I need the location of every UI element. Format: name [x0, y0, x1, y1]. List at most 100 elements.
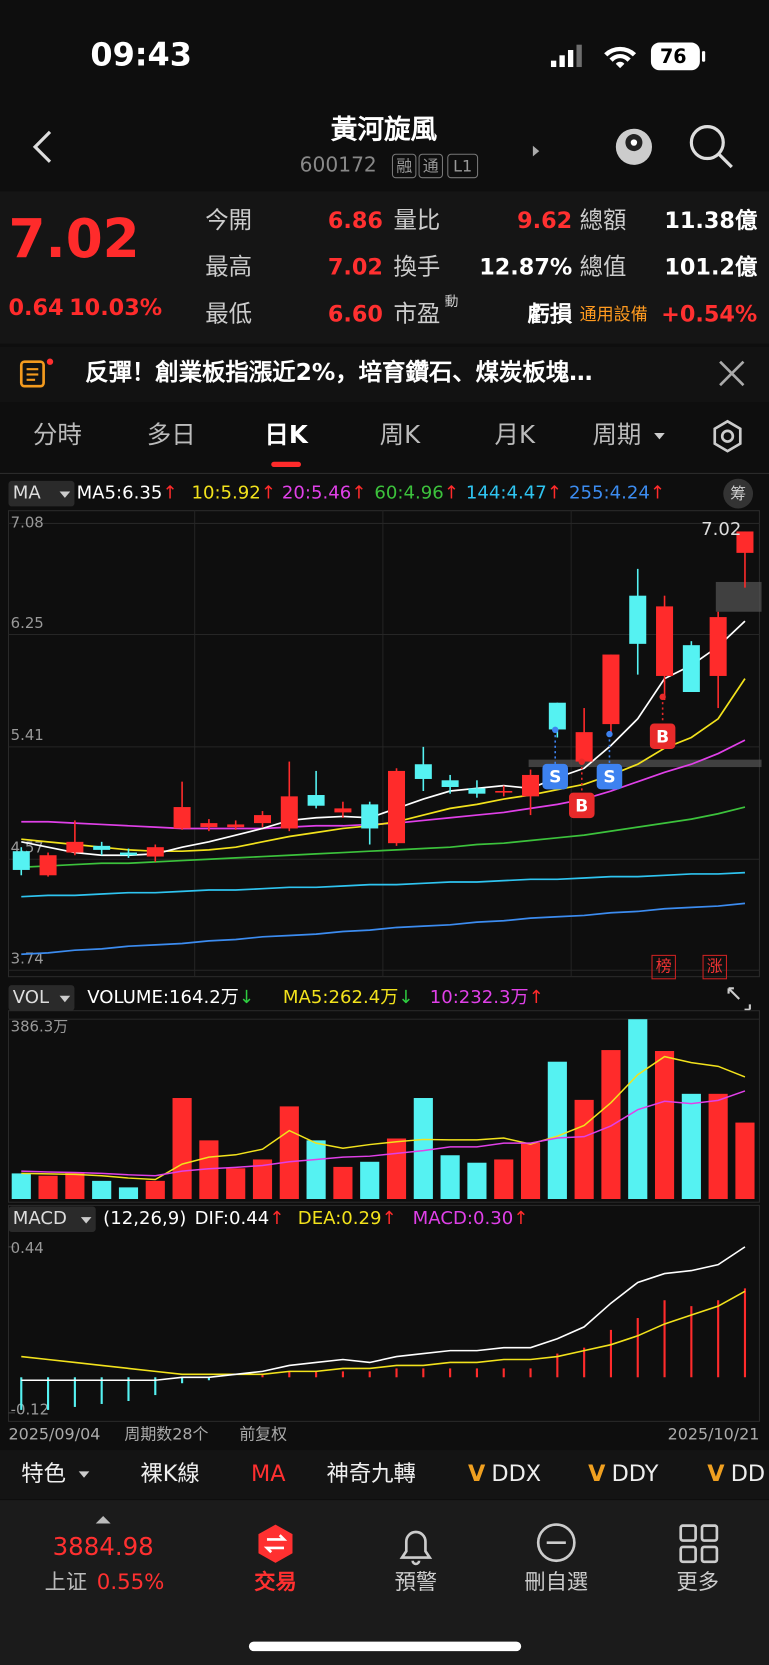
- volume-bar: [279, 1106, 299, 1200]
- settings-icon[interactable]: [713, 419, 742, 453]
- volume-bar: [547, 1061, 567, 1200]
- field-value: 101.2億: [664, 255, 758, 281]
- index-arrow: [95, 1516, 111, 1524]
- indicator-name[interactable]: MACD: [13, 1208, 67, 1229]
- expand-icon[interactable]: [727, 987, 751, 1011]
- indicator-line: [21, 620, 746, 857]
- chip-button[interactable]: [723, 478, 754, 509]
- field-value: 7.02: [328, 255, 383, 281]
- field-label: 今開: [205, 206, 252, 234]
- nav-icon: [679, 1524, 697, 1542]
- field-label: 最低: [205, 299, 252, 327]
- field-value: 12.87%: [479, 255, 572, 281]
- nav-tab[interactable]: 刪自選: [524, 1570, 588, 1595]
- volume-bar: [574, 1099, 594, 1200]
- field-value: 9.62: [517, 208, 572, 234]
- period-count: 周期数28个: [124, 1425, 208, 1444]
- y-tick-label: -0.12: [11, 1401, 49, 1419]
- marker-label: B: [575, 796, 588, 816]
- legend-arrow: ↑: [269, 1208, 284, 1229]
- tab-underline: [271, 461, 302, 468]
- field-label: 換手: [394, 253, 441, 281]
- y-tick-label: 5.41: [11, 726, 44, 744]
- tab[interactable]: 日K: [264, 420, 308, 449]
- settings-icon-dot: [720, 429, 735, 443]
- volume-bar: [467, 1162, 487, 1200]
- legend-item: MA5:6.35↑: [77, 483, 178, 504]
- news-close[interactable]: [719, 360, 745, 387]
- y-tick-label: 6.25: [11, 614, 44, 632]
- indicator-strip: [0, 1450, 769, 1500]
- date-start: 2025/09/04: [9, 1425, 101, 1444]
- legend-text: 255:4.24: [569, 483, 650, 504]
- panel-frame: [7, 1204, 760, 1422]
- candle-body: [388, 770, 406, 844]
- strip-item[interactable]: 神奇九轉: [327, 1461, 416, 1487]
- volume-bar: [172, 1098, 192, 1200]
- strip-item[interactable]: DDY: [612, 1461, 659, 1487]
- indicator-box: [8, 985, 75, 1011]
- volume-bar: [654, 1051, 675, 1200]
- candle-body: [12, 851, 30, 870]
- tab[interactable]: 周期: [592, 420, 641, 449]
- header-icons: [32, 125, 733, 169]
- nav-icon: [700, 1545, 719, 1564]
- nav-tab[interactable]: 交易: [254, 1569, 297, 1595]
- candle-body: [682, 645, 700, 693]
- strip-prefix: V: [468, 1461, 486, 1487]
- legend-arrow: ↑: [162, 483, 177, 504]
- volume-bar: [11, 1173, 31, 1200]
- tag-box: [702, 954, 727, 980]
- status-icons: [550, 42, 706, 71]
- indicator-box: [8, 1206, 96, 1232]
- strip-item[interactable]: 特色: [21, 1461, 66, 1487]
- index-pct: 0.55%: [97, 1570, 165, 1595]
- strip-item[interactable]: DDX: [491, 1461, 541, 1487]
- badge-box: [418, 153, 443, 179]
- nav-tab[interactable]: 更多: [676, 1570, 719, 1595]
- tag-label: 涨: [707, 957, 723, 976]
- legend-text: 10:232.3万: [430, 987, 529, 1008]
- indicator-line: [21, 1090, 746, 1177]
- field-label: 量比: [394, 206, 441, 234]
- back-button[interactable]: [32, 130, 52, 163]
- tab[interactable]: 月K: [495, 420, 536, 449]
- strip-prefix: V: [707, 1461, 725, 1487]
- candle-body: [200, 823, 218, 828]
- nav-tab[interactable]: 預警: [395, 1570, 438, 1595]
- legend-text: VOLUME:164.2万: [87, 987, 239, 1008]
- volume-bar: [145, 1180, 165, 1200]
- strip-item[interactable]: DD: [731, 1461, 765, 1487]
- field-label: 市盈: [394, 299, 441, 327]
- volume-bar: [708, 1093, 728, 1200]
- legend-item: 10:232.3万↑: [430, 987, 544, 1008]
- panel-frame: [7, 510, 760, 978]
- strip-item[interactable]: MA: [251, 1461, 286, 1487]
- indicator-line: [21, 1246, 746, 1382]
- volume-bar: [306, 1140, 326, 1200]
- tab[interactable]: 周K: [380, 420, 421, 449]
- stock-code: 600172: [300, 152, 377, 176]
- legend-item: 255:4.24↑: [569, 483, 665, 504]
- indicator-name[interactable]: VOL: [13, 987, 49, 1008]
- strip-item[interactable]: 裸K線: [140, 1461, 199, 1487]
- field-value: 11.38億: [664, 208, 758, 234]
- candle-body: [361, 804, 379, 829]
- indicator-line: [21, 1290, 746, 1376]
- strip-prefix: V: [588, 1461, 606, 1487]
- volume-bar: [520, 1142, 541, 1200]
- badge: 融: [396, 157, 412, 176]
- legend-item: DIF:0.44↑: [195, 1208, 285, 1229]
- badge: L1: [453, 157, 472, 176]
- search-button[interactable]: [689, 125, 725, 161]
- tab[interactable]: 多日: [147, 420, 196, 449]
- indicator-name[interactable]: MA: [13, 483, 42, 504]
- volume-bar: [386, 1138, 407, 1200]
- candle-body: [495, 791, 513, 793]
- nav-icon: [399, 1530, 433, 1566]
- dropdown-arrow: [59, 995, 71, 1003]
- tab[interactable]: 分時: [33, 420, 82, 449]
- nav-icon: [700, 1524, 719, 1542]
- badge-box: [391, 153, 417, 179]
